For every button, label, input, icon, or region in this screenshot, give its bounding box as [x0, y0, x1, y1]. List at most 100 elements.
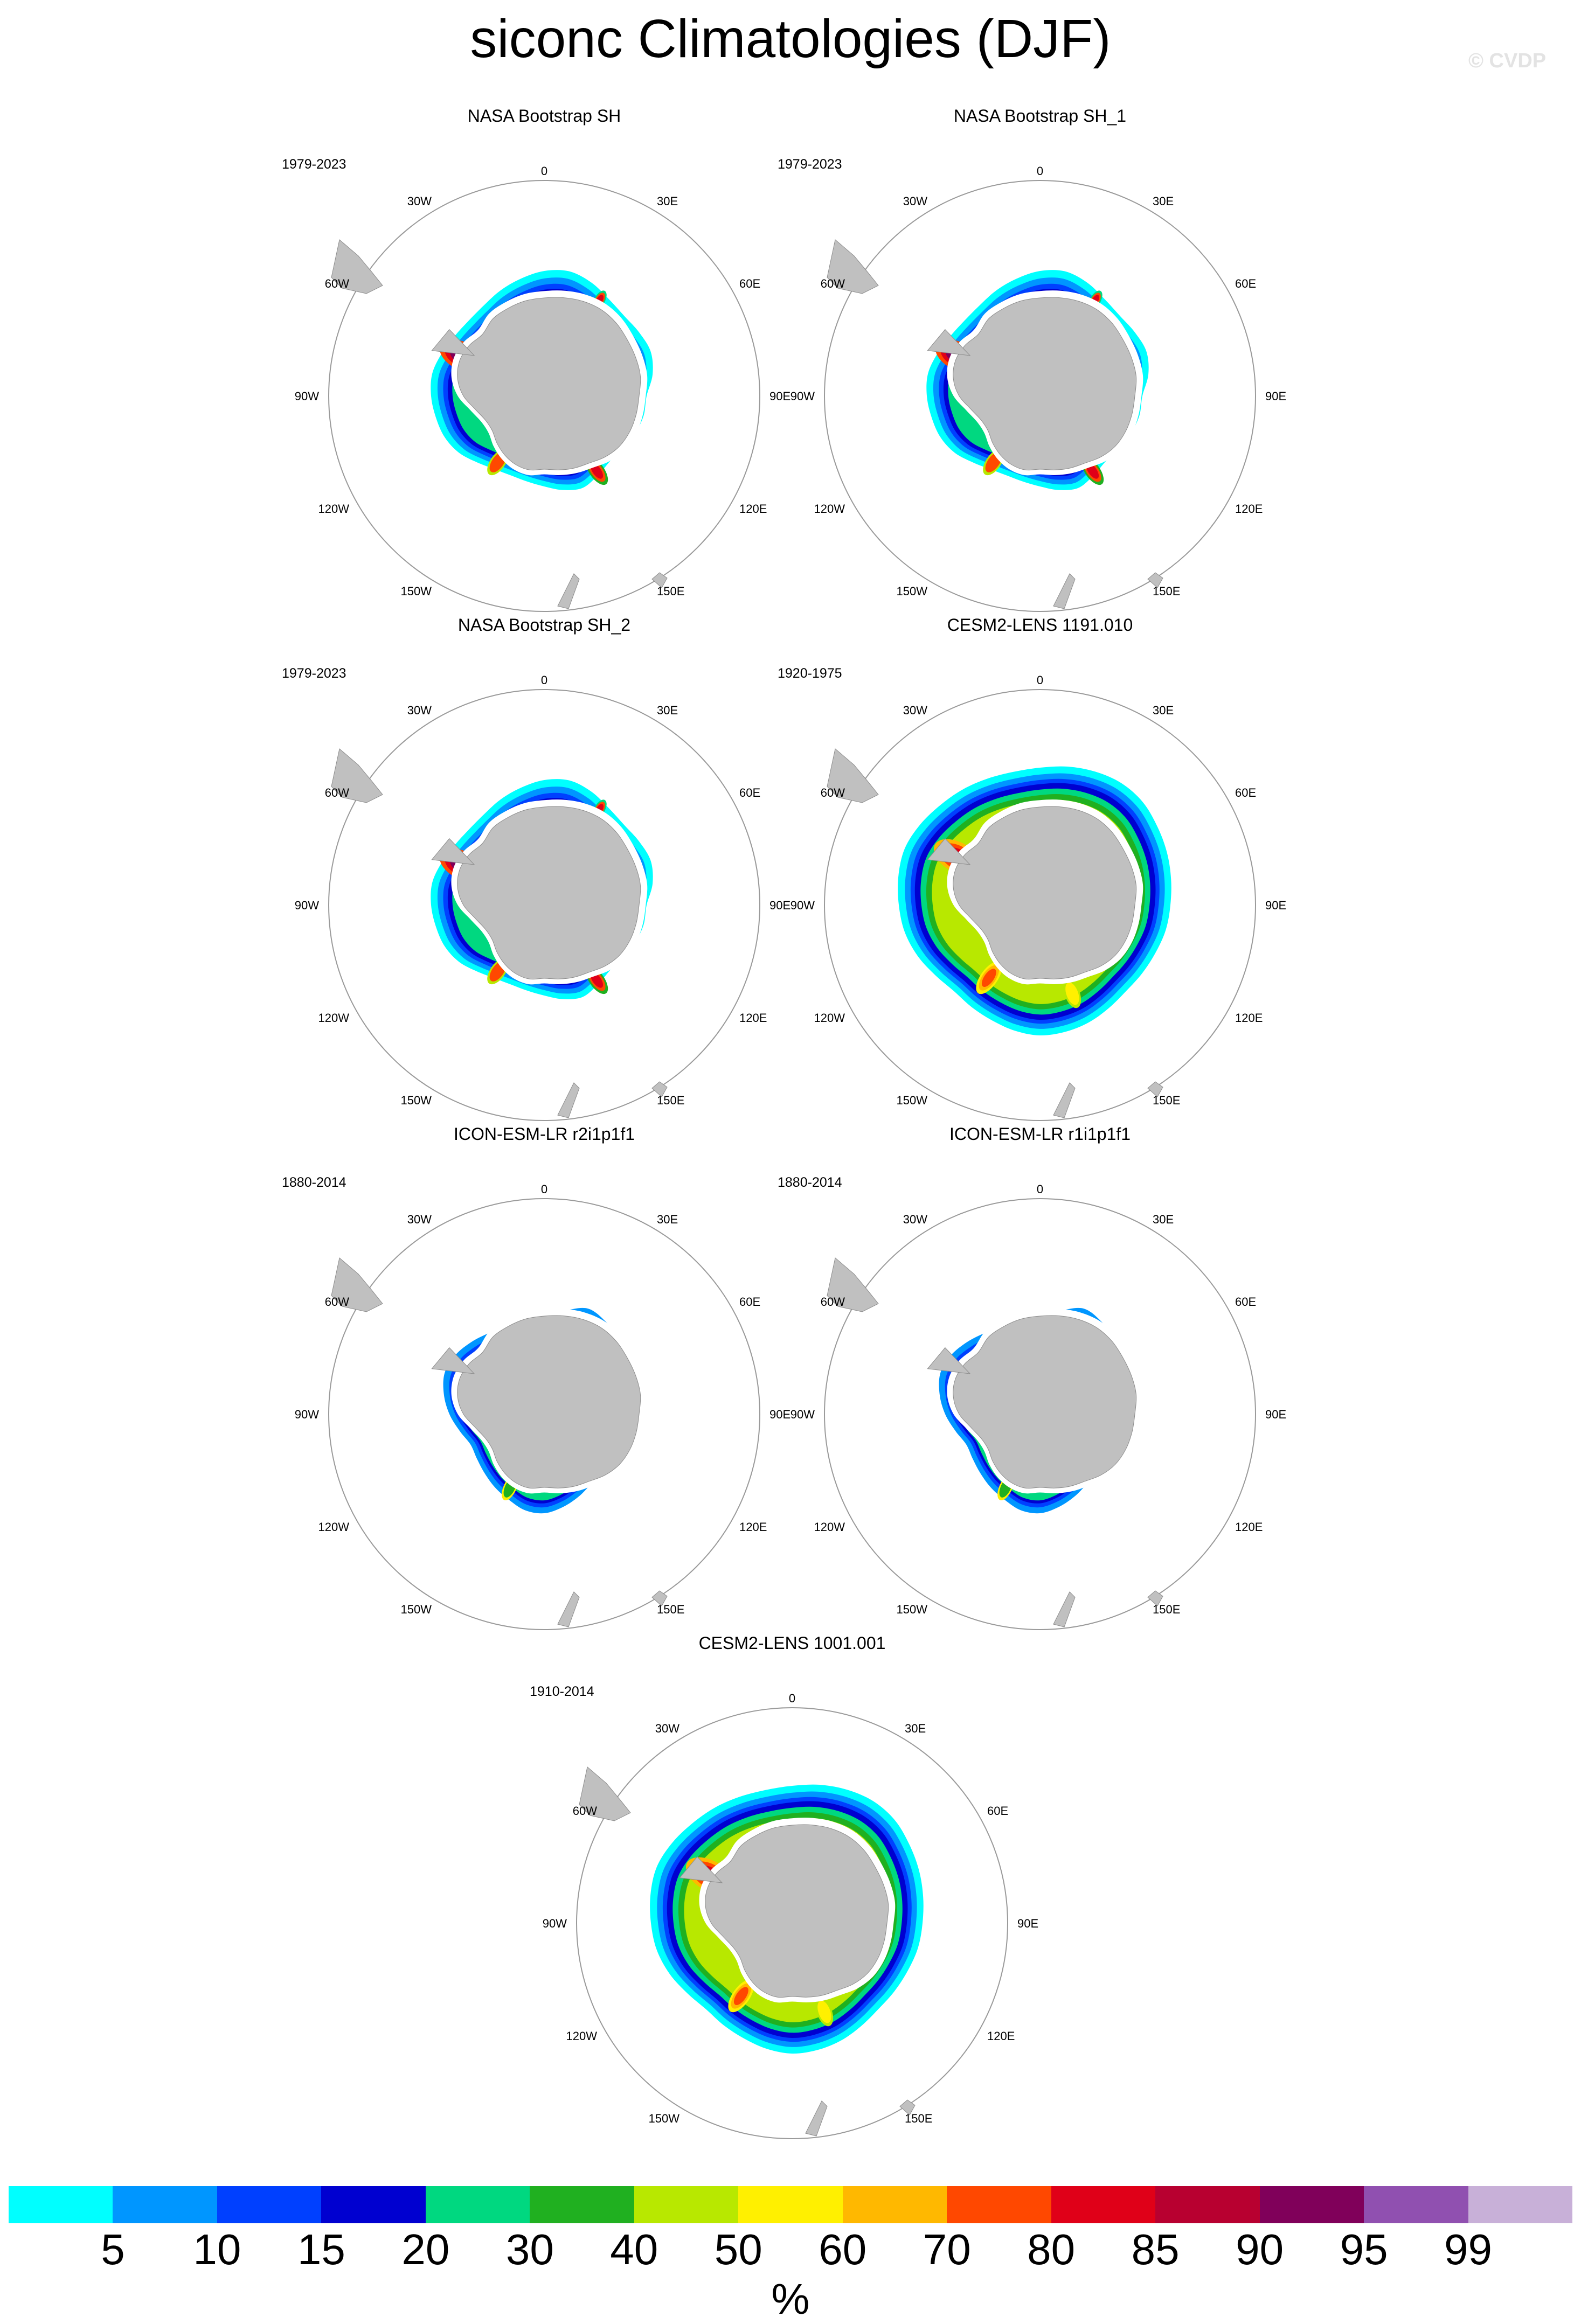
- tasmania-landmass: [651, 1590, 668, 1606]
- ice-concentration-patch: [1065, 982, 1079, 1005]
- longitude-label: 90W: [295, 899, 319, 912]
- map-panel: 0 30E 60E 90E 120E 150E 180 150W 120W 90W 60W 30W I…: [248, 1123, 841, 1635]
- longitude-label: 60W: [821, 786, 845, 799]
- antarctic-peninsula: [927, 1347, 971, 1374]
- longitude-label: 60W: [325, 1295, 349, 1309]
- colorbar-tick-label: 40: [610, 2225, 658, 2273]
- south-america-landmass: [331, 239, 383, 294]
- longitude-label: 180: [782, 2142, 802, 2144]
- colorbar-tick-label: 10: [193, 2225, 241, 2273]
- longitude-label: 60W: [325, 277, 349, 290]
- longitude-label: 90W: [790, 899, 815, 912]
- panel-title: CESM2-LENS 1191.010: [947, 615, 1133, 635]
- colorbar-tick-label: 20: [401, 2225, 450, 2273]
- tasmania-landmass: [1147, 572, 1163, 588]
- longitude-label: 180: [1030, 615, 1050, 617]
- longitude-label: 120E: [1235, 1011, 1263, 1025]
- longitude-label: 120E: [987, 2029, 1015, 2043]
- colorbar-swatch: [634, 2186, 739, 2223]
- longitude-label: 30E: [657, 194, 678, 208]
- ice-concentration-patch: [817, 2000, 831, 2023]
- longitude-label: 90E: [769, 899, 790, 912]
- polar-map: 0 30E 60E 90E 120E 150E 180 150W 120W 90W 60W 30W: [543, 1692, 1038, 2144]
- longitude-label: 30W: [407, 704, 432, 717]
- longitude-label: 150E: [657, 1094, 684, 1107]
- longitude-label: 150E: [1153, 1094, 1180, 1107]
- longitude-label: 120E: [739, 1520, 767, 1534]
- south-america-landmass: [827, 748, 879, 803]
- longitude-label: 180: [535, 615, 554, 617]
- new-zealand-landmass: [1053, 1591, 1076, 1627]
- panel-title: ICON-ESM-LR r2i1p1f1: [453, 1124, 635, 1144]
- longitude-label: 60E: [739, 786, 760, 799]
- tasmania-landmass: [1147, 1081, 1163, 1097]
- colorbar-tick-label: 30: [505, 2225, 554, 2273]
- panel-title: NASA Bootstrap SH: [467, 106, 621, 126]
- longitude-label: 0: [541, 673, 547, 687]
- longitude-label: 60W: [821, 1295, 845, 1309]
- longitude-label: 30W: [903, 1213, 927, 1226]
- colorbar-swatch: [1155, 2186, 1260, 2223]
- longitude-label: 0: [789, 1692, 795, 1705]
- new-zealand-landmass: [805, 2100, 828, 2137]
- colorbar-swatch: [425, 2186, 530, 2223]
- tasmania-landmass: [899, 2099, 916, 2116]
- colorbar-tick-label: 99: [1444, 2225, 1493, 2273]
- longitude-label: 150W: [897, 1603, 928, 1616]
- map-panel: 0 30E 60E 90E 120E 150E 180 150W 120W 90W 60W 30W N…: [744, 105, 1336, 617]
- new-zealand-landmass: [557, 1591, 580, 1627]
- longitude-label: 180: [535, 1124, 554, 1126]
- colorbar-swatch: [738, 2186, 843, 2223]
- longitude-label: 150W: [649, 2112, 680, 2125]
- longitude-label: 0: [541, 164, 547, 178]
- longitude-label: 0: [1037, 673, 1043, 687]
- south-america-landmass: [331, 1257, 383, 1312]
- colorbar-tick-label: 95: [1340, 2225, 1388, 2273]
- tasmania-landmass: [651, 572, 668, 588]
- longitude-label: 60E: [987, 1804, 1008, 1818]
- longitude-label: 90E: [769, 1408, 790, 1421]
- panel-title: NASA Bootstrap SH_1: [953, 106, 1127, 126]
- longitude-label: 60E: [1235, 1295, 1256, 1309]
- map-panel: 0 30E 60E 90E 120E 150E 180 150W 120W 90W 60W 30W I…: [744, 1123, 1336, 1635]
- panel-title: NASA Bootstrap SH_2: [457, 615, 631, 635]
- longitude-label: 150E: [905, 2112, 932, 2125]
- colorbar-swatch: [217, 2186, 322, 2223]
- antarctic-peninsula: [679, 1856, 723, 1883]
- longitude-label: 90W: [790, 389, 815, 403]
- new-zealand-landmass: [1053, 1082, 1076, 1118]
- longitude-label: 30E: [905, 1722, 926, 1735]
- colorbar: [9, 2186, 1573, 2223]
- longitude-label: 0: [541, 1182, 547, 1196]
- panel-period: 1979-2023: [778, 157, 842, 172]
- tasmania-landmass: [651, 1081, 668, 1097]
- colorbar-tick-label: 15: [297, 2225, 345, 2273]
- antarctic-peninsula: [431, 1347, 475, 1374]
- longitude-label: 90E: [1017, 1917, 1038, 1930]
- antarctic-peninsula: [431, 838, 475, 865]
- polar-map: 0 30E 60E 90E 120E 150E 180 150W 120W 90W 60W 30W: [790, 1182, 1286, 1635]
- longitude-label: 90E: [1265, 1408, 1286, 1421]
- longitude-label: 90E: [1265, 899, 1286, 912]
- colorbar-tick-label: 90: [1236, 2225, 1284, 2273]
- longitude-label: 30E: [657, 704, 678, 717]
- longitude-label: 150E: [657, 585, 684, 598]
- longitude-label: 120W: [814, 502, 845, 516]
- longitude-label: 30E: [1153, 194, 1174, 208]
- new-zealand-landmass: [557, 573, 580, 609]
- colorbar-tick-label: 60: [819, 2225, 867, 2273]
- tasmania-landmass: [1147, 1590, 1163, 1606]
- antarctic-peninsula: [927, 329, 971, 356]
- ice-concentration-patch: [981, 969, 996, 987]
- longitude-label: 60E: [1235, 786, 1256, 799]
- longitude-label: 0: [1037, 164, 1043, 178]
- polar-map: 0 30E 60E 90E 120E 150E 180 150W 120W 90W 60W 30W: [295, 164, 790, 617]
- panel-period: 1880-2014: [282, 1175, 346, 1190]
- longitude-label: 60W: [325, 786, 349, 799]
- watermark: © CVDP: [1468, 50, 1547, 72]
- longitude-label: 90W: [295, 389, 319, 403]
- longitude-label: 90W: [295, 1408, 319, 1421]
- longitude-label: 0: [1037, 1182, 1043, 1196]
- longitude-label: 30E: [1153, 1213, 1174, 1226]
- antarctic-peninsula: [431, 329, 475, 356]
